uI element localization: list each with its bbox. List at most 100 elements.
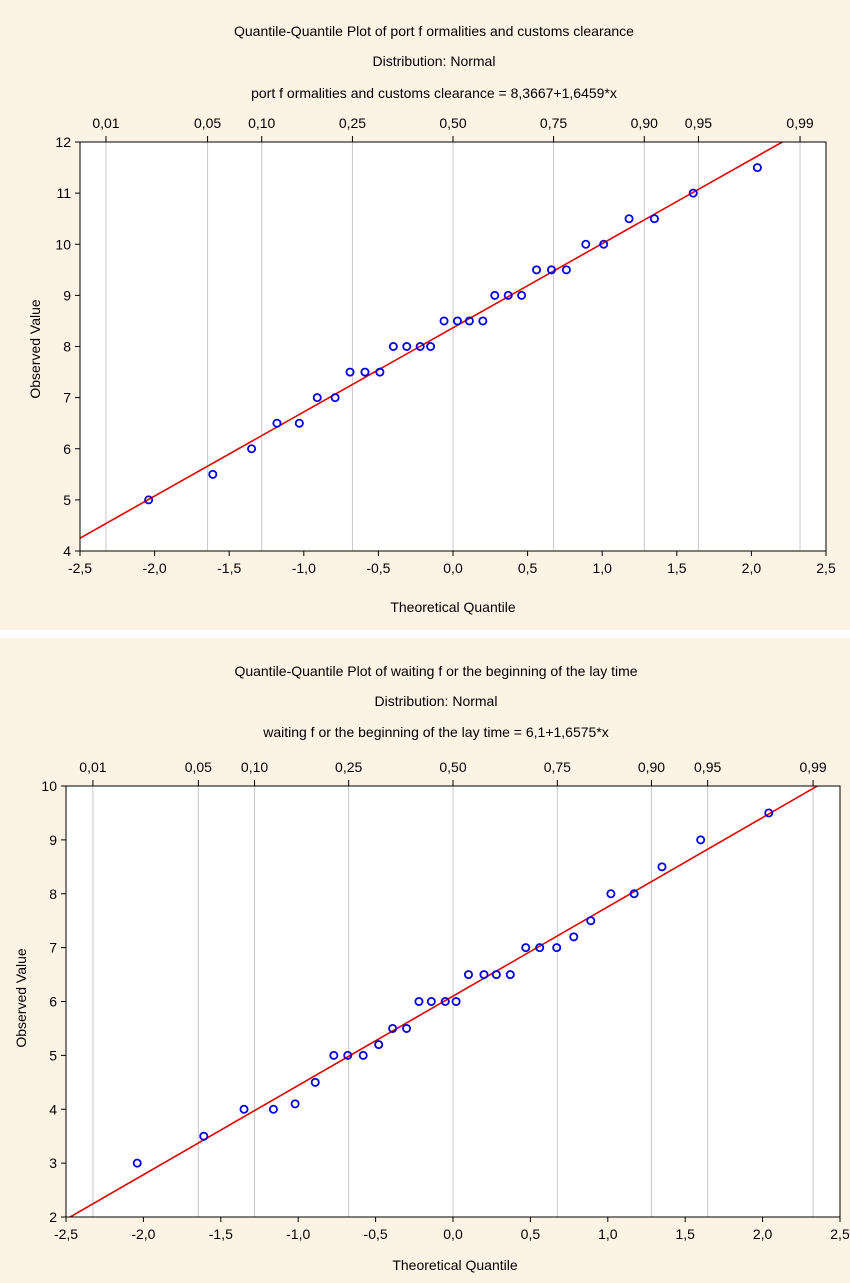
data-point	[388, 1023, 398, 1033]
y-axis-tick-label: 11	[56, 185, 71, 201]
data-point	[199, 1131, 209, 1141]
data-point	[561, 265, 571, 275]
y-axis-tick-label: 9	[49, 832, 57, 848]
top-axis-tick-label: 0,05	[185, 759, 212, 775]
y-axis-tick-label: 8	[49, 886, 57, 902]
data-point	[463, 970, 473, 980]
qq-plot-panel-2: Quantile-Quantile Plot of waiting f or t…	[0, 638, 850, 1283]
data-point	[310, 1077, 320, 1087]
top-axis-tick-label: 0,25	[339, 115, 366, 131]
data-point	[581, 239, 591, 249]
data-point	[606, 889, 616, 899]
data-point	[440, 996, 450, 1006]
x-axis-tick-label: -0,5	[366, 560, 390, 576]
data-point	[268, 1104, 278, 1114]
data-point	[415, 341, 425, 351]
data-point	[479, 970, 489, 980]
fit-line	[80, 142, 784, 539]
data-point	[247, 444, 257, 454]
data-point	[552, 943, 562, 953]
data-point	[464, 316, 474, 326]
top-axis-tick-label: 0,90	[631, 115, 658, 131]
top-axis-tick-label: 0,01	[92, 115, 119, 131]
data-point	[402, 341, 412, 351]
top-axis-tick-label: 0,25	[335, 759, 362, 775]
chart-title: Quantile-Quantile Plot of port f ormalit…	[234, 23, 634, 39]
x-axis-label: Theoretical Quantile	[392, 1257, 518, 1273]
x-axis-tick-label: -2,5	[68, 560, 92, 576]
data-point	[239, 1104, 249, 1114]
data-point	[535, 943, 545, 953]
top-axis-tick-label: 0,75	[540, 115, 567, 131]
data-point	[375, 367, 385, 377]
y-axis-tick-label: 3	[49, 1155, 57, 1171]
data-point	[569, 932, 579, 942]
y-axis-tick-label: 4	[63, 543, 71, 559]
x-axis-tick-label: 0,5	[518, 560, 538, 576]
data-point	[452, 316, 462, 326]
data-point	[546, 265, 556, 275]
top-axis-tick-label: 0,01	[79, 759, 106, 775]
data-point	[388, 341, 398, 351]
data-point	[478, 316, 488, 326]
top-axis-tick-label: 0,10	[241, 759, 268, 775]
y-axis-tick-label: 6	[63, 441, 71, 457]
qq-plot-1: Quantile-Quantile Plot of port f ormalit…	[27, 23, 836, 615]
chart-subtitle: Distribution: Normal	[373, 53, 496, 69]
x-axis-tick-label: -1,5	[217, 560, 241, 576]
top-axis-tick-label: 0,50	[439, 115, 466, 131]
x-axis-tick-label: -1,5	[209, 1226, 233, 1242]
data-point	[208, 469, 218, 479]
data-point	[426, 996, 436, 1006]
data-point	[503, 290, 513, 300]
x-axis-tick-label: -1,0	[292, 560, 316, 576]
top-axis-tick-label: 0,05	[194, 115, 221, 131]
top-axis-tick-label: 0,50	[439, 759, 466, 775]
x-axis-tick-label: 2,0	[753, 1226, 773, 1242]
data-point	[696, 835, 706, 845]
data-point	[752, 163, 762, 173]
data-point	[629, 889, 639, 899]
x-axis-tick-label: -2,0	[143, 560, 167, 576]
data-point	[360, 367, 370, 377]
data-point	[343, 1050, 353, 1060]
data-point	[345, 367, 355, 377]
y-axis-tick-label: 5	[49, 1047, 57, 1063]
y-axis-tick-label: 5	[63, 492, 71, 508]
x-axis-tick-label: -2,5	[54, 1226, 78, 1242]
y-axis-tick-label: 6	[49, 994, 57, 1010]
x-axis-tick-label: 2,5	[816, 560, 836, 576]
data-point	[144, 495, 154, 505]
data-point	[490, 290, 500, 300]
x-axis-tick-label: 2,0	[742, 560, 762, 576]
data-point	[586, 916, 596, 926]
y-axis-tick-label: 7	[49, 940, 57, 956]
y-axis-tick-label: 7	[63, 390, 71, 406]
top-axis-tick-label: 0,99	[786, 115, 813, 131]
data-point	[132, 1158, 142, 1168]
chart-subtitle: Distribution: Normal	[375, 693, 498, 709]
data-point	[521, 943, 531, 953]
data-point	[414, 996, 424, 1006]
x-axis-tick-label: 0,0	[443, 1226, 463, 1242]
x-axis-tick-label: 1,5	[667, 560, 687, 576]
y-axis-tick-label: 2	[49, 1209, 57, 1225]
x-axis-tick-label: -2,0	[131, 1226, 155, 1242]
fit-equation: waiting f or the beginning of the lay ti…	[262, 724, 609, 740]
data-point	[599, 239, 609, 249]
fit-equation: port f ormalities and customs clearance …	[251, 85, 617, 101]
x-axis-tick-label: 1,0	[598, 1226, 618, 1242]
data-point	[426, 341, 436, 351]
x-axis-label: Theoretical Quantile	[390, 599, 516, 615]
data-point	[764, 808, 774, 818]
y-axis-label: Observed Value	[27, 299, 43, 399]
qq-plot-2: Quantile-Quantile Plot of waiting f or t…	[13, 663, 850, 1273]
data-point	[358, 1050, 368, 1060]
data-point	[294, 418, 304, 428]
x-axis-tick-label: 2,5	[830, 1226, 850, 1242]
data-point	[329, 1050, 339, 1060]
x-axis-tick-label: 0,5	[521, 1226, 541, 1242]
data-point	[402, 1023, 412, 1033]
top-axis-tick-label: 0,95	[694, 759, 721, 775]
fit-line	[68, 786, 819, 1217]
